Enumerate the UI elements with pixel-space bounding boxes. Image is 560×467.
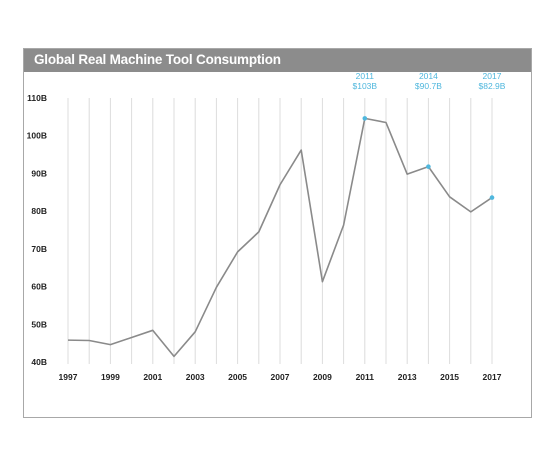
chart-frame: Global Real Machine Tool Consumption [23, 48, 532, 418]
y-tick-label-70: 70B [31, 244, 47, 254]
x-tick-label-2005: 2005 [228, 372, 247, 382]
y-tick-label-100: 100B [27, 131, 47, 141]
x-tick-label-2003: 2003 [186, 372, 205, 382]
annotation-value-2017: $82.9B [479, 81, 506, 91]
title-bar: Global Real Machine Tool Consumption [24, 49, 531, 72]
highlight-point-2014 [426, 164, 431, 169]
series-line-0 [67, 117, 493, 358]
x-tick-label-1999: 1999 [101, 372, 120, 382]
annotation-value-2014: $90.7B [415, 81, 442, 91]
annotation-value-2011: $103B [353, 81, 378, 91]
highlight-point-2011 [362, 116, 368, 121]
x-tick-label-2001: 2001 [143, 372, 162, 382]
x-tick-label-2017: 2017 [483, 372, 502, 382]
x-tick-label-1997: 1997 [59, 372, 78, 382]
y-tick-label-40: 40B [31, 357, 47, 367]
y-tick-label-110: 110B [27, 93, 47, 103]
x-tick-label-2007: 2007 [271, 372, 290, 382]
y-tick-label-90: 90B [31, 168, 47, 178]
x-tick-label-2011: 2011 [356, 372, 375, 382]
y-tick-label-50: 50B [31, 319, 47, 329]
y-tick-label-80: 80B [31, 206, 47, 216]
annotation-year-2017: 2017 [483, 71, 502, 81]
annotation-year-2011: 2011 [356, 71, 375, 81]
x-tick-label-2009: 2009 [313, 372, 332, 382]
annotation-year-2014: 2014 [419, 71, 438, 81]
chart-title: Global Real Machine Tool Consumption [34, 52, 281, 67]
x-tick-label-2015: 2015 [440, 372, 459, 382]
y-tick-label-60: 60B [31, 282, 47, 292]
x-tick-label-2013: 2013 [398, 372, 417, 382]
highlight-point-2017 [489, 195, 495, 200]
